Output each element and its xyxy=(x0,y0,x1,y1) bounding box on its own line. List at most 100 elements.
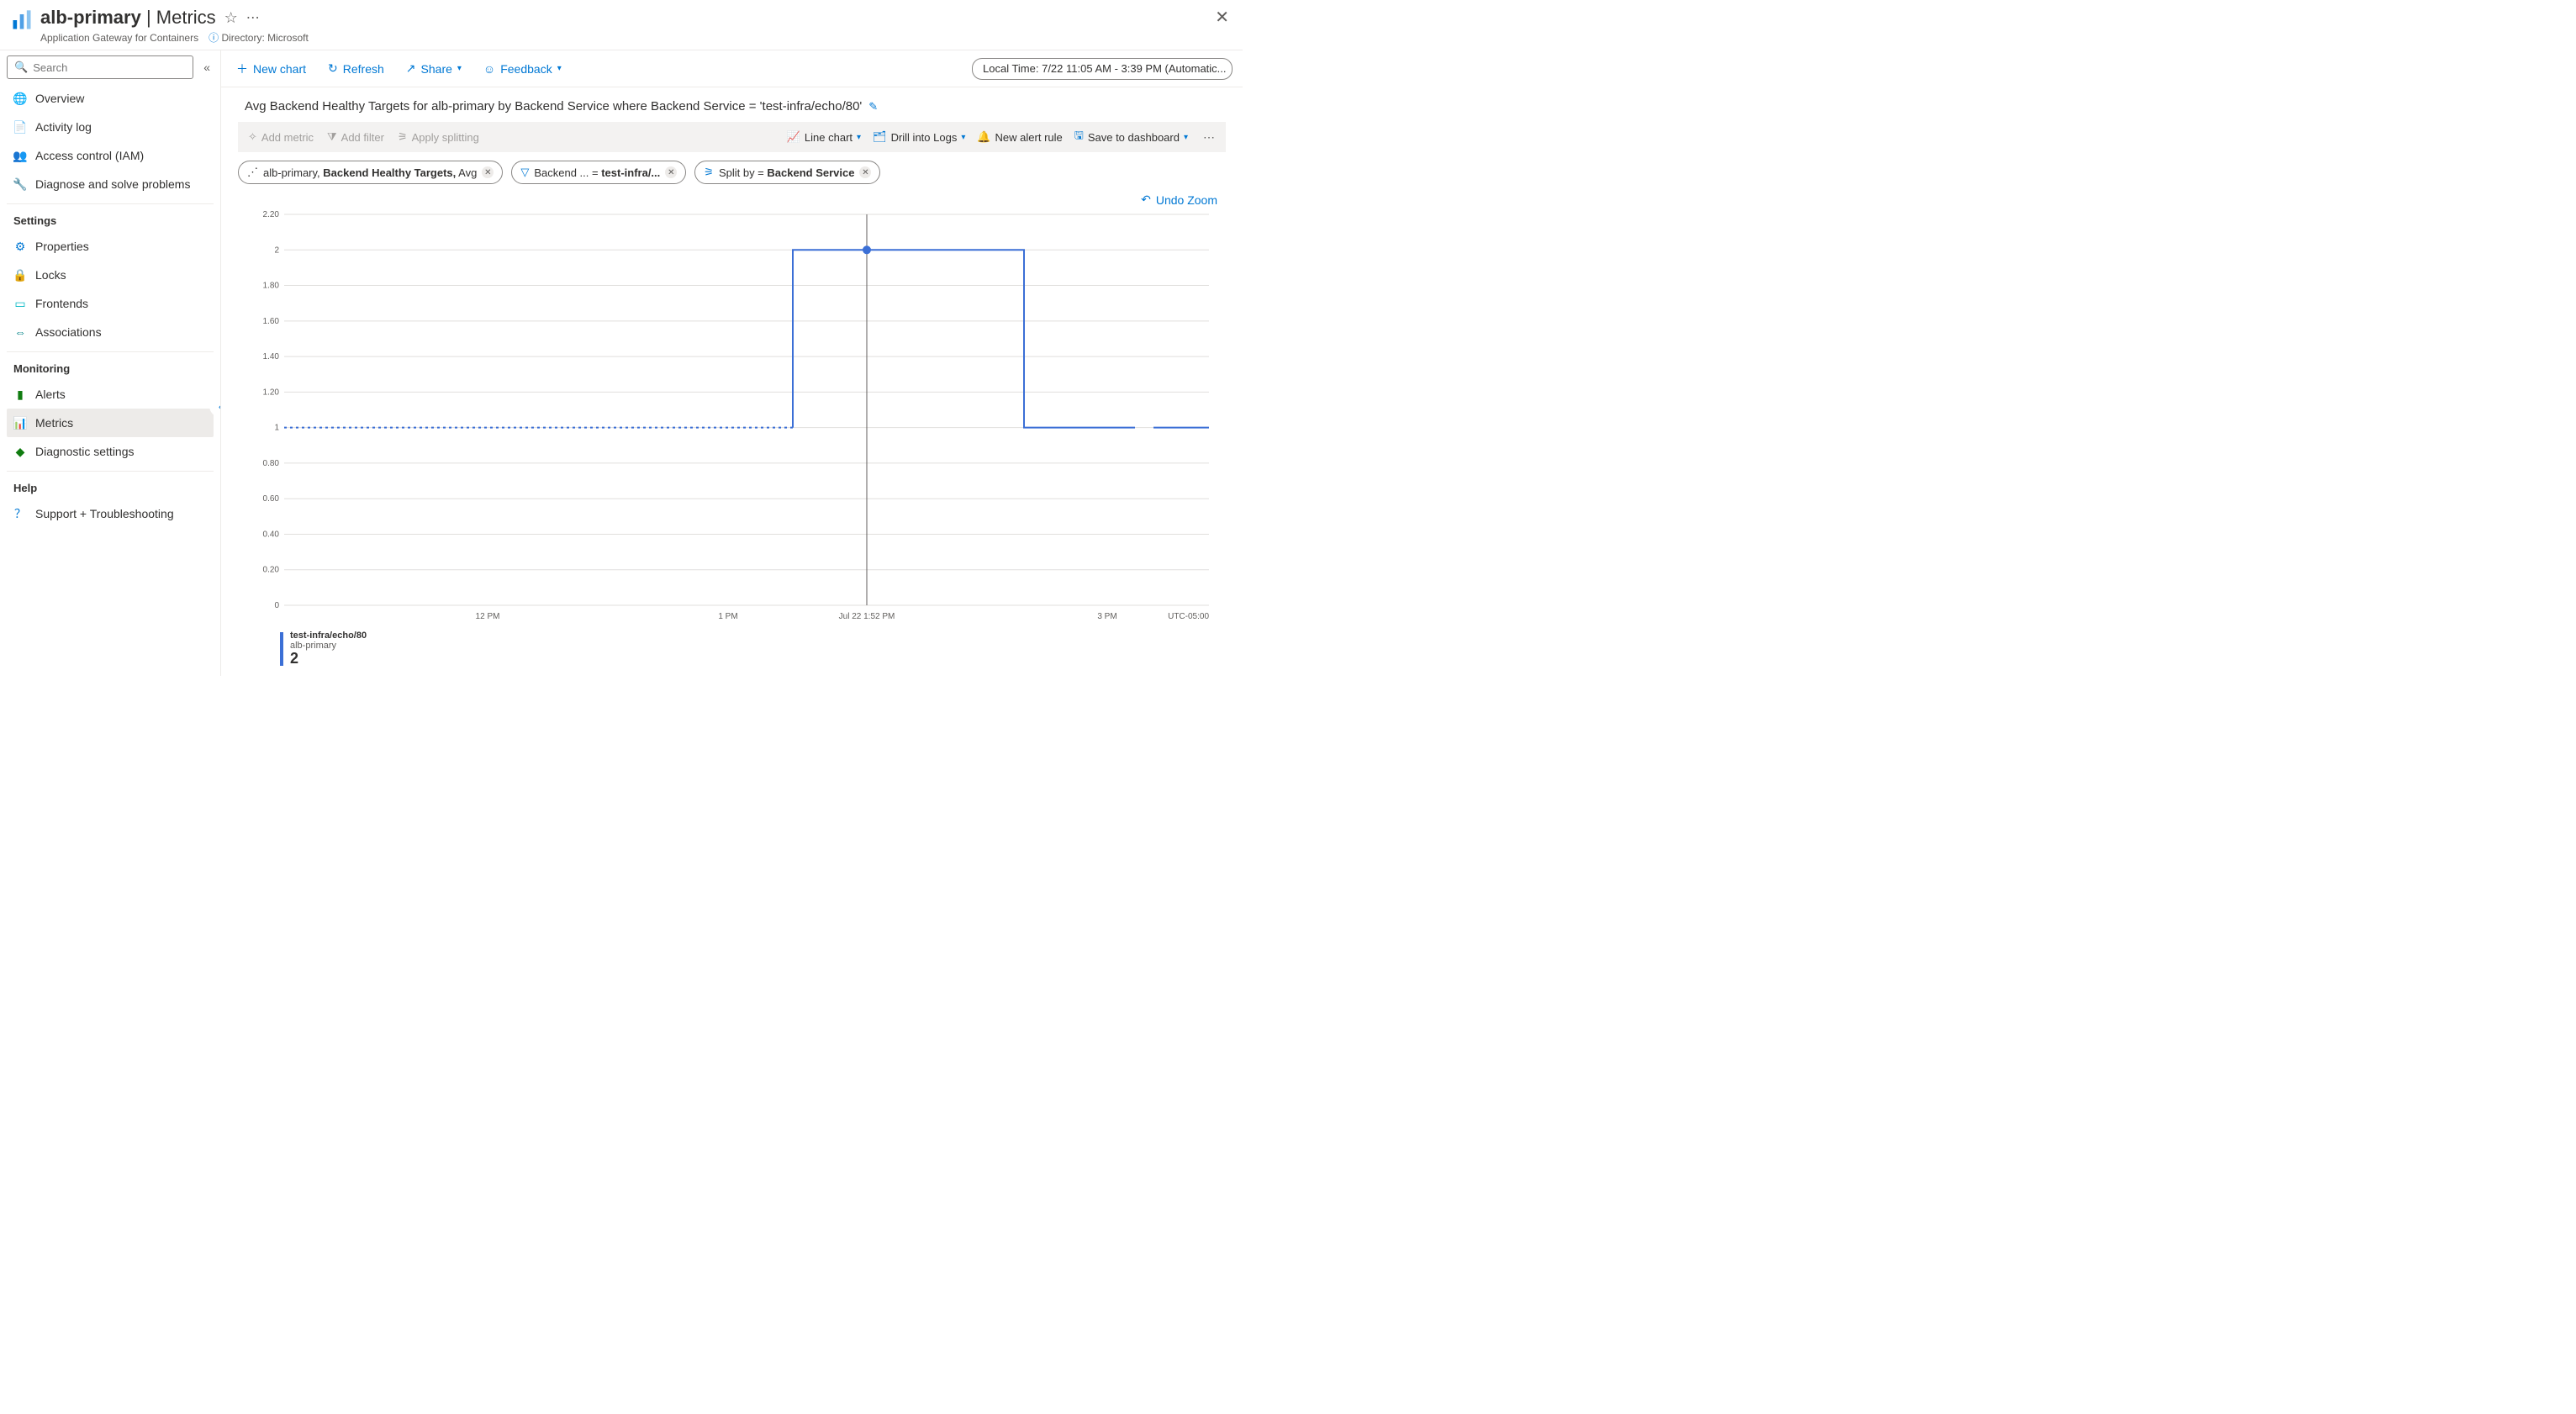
chevron-down-icon: ▾ xyxy=(961,133,965,142)
filter-pill[interactable]: ▽ Backend ... = test-infra/... ✕ xyxy=(511,161,686,184)
chart-more-icon[interactable]: ⋯ xyxy=(1200,130,1219,145)
drill-logs-button[interactable]: 🗂Drill into Logs▾ xyxy=(873,130,965,144)
save-dashboard-button[interactable]: 🖫Save to dashboard▾ xyxy=(1074,128,1188,146)
resource-type-label: Application Gateway for Containers xyxy=(40,32,198,44)
edit-title-icon[interactable]: ✎ xyxy=(868,100,878,113)
split-icon: ⚞ xyxy=(398,130,408,144)
sidebar-item-properties[interactable]: ⚙ Properties xyxy=(7,232,214,261)
metrics-icon: 📊 xyxy=(13,416,27,430)
directory-label: Directory: Microsoft xyxy=(221,32,308,44)
svg-text:0.80: 0.80 xyxy=(263,459,280,468)
pill-text: Backend ... = test-infra/... xyxy=(534,166,660,179)
chart-legend: test-infra/echo/80 alb-primary 2 xyxy=(246,624,1217,667)
undo-zoom-button[interactable]: ↶Undo Zoom xyxy=(1141,193,1217,207)
svg-text:1.60: 1.60 xyxy=(263,317,280,326)
pill-text: Split by = Backend Service xyxy=(719,166,855,179)
logs-icon: 🗂 xyxy=(873,130,887,144)
plus-icon: ＋ xyxy=(236,61,248,77)
sidebar-item-overview[interactable]: 🌐Overview xyxy=(7,84,214,113)
sidebar-item-iam[interactable]: 👥 Access control (IAM) xyxy=(7,141,214,170)
chart-type-button[interactable]: 📈Line chart▾ xyxy=(787,130,861,144)
page-header: alb-primary | Metrics ☆ ⋯ Application Ga… xyxy=(0,0,1243,50)
sidebar-item-support[interactable]: ？ Support + Troubleshooting xyxy=(7,499,214,528)
sidebar-section-settings: Settings xyxy=(7,203,214,232)
legend-color-bar xyxy=(280,632,283,666)
add-metric-button[interactable]: ✧Add metric xyxy=(245,130,317,144)
new-chart-button[interactable]: ＋New chart xyxy=(231,55,311,82)
favorite-star-icon[interactable]: ☆ xyxy=(224,9,238,27)
diag-icon: ◆ xyxy=(13,445,27,458)
chevron-down-icon: ▾ xyxy=(857,133,861,142)
sidebar-item-metrics[interactable]: 📊 Metrics xyxy=(7,409,214,437)
sidebar-item-label: Alerts xyxy=(35,388,66,401)
alert-icon: 🔔 xyxy=(977,130,990,144)
globe-icon: 🌐 xyxy=(13,92,27,105)
frontends-icon: ▭ xyxy=(13,297,27,310)
sidebar-item-label: Diagnostic settings xyxy=(35,445,135,458)
svg-text:1 PM: 1 PM xyxy=(718,612,737,621)
props-icon: ⚙ xyxy=(13,240,27,253)
sidebar-item-label: Frontends xyxy=(35,297,88,310)
svg-text:1.40: 1.40 xyxy=(263,352,280,361)
split-pill[interactable]: ⚞ Split by = Backend Service ✕ xyxy=(694,161,880,184)
svg-text:1.20: 1.20 xyxy=(263,388,280,397)
sidebar-item-frontends[interactable]: ▭ Frontends xyxy=(7,289,214,318)
svg-text:Jul 22 1:52 PM: Jul 22 1:52 PM xyxy=(839,612,895,621)
svg-text:12 PM: 12 PM xyxy=(476,612,500,621)
feedback-button[interactable]: ☺Feedback▾ xyxy=(478,55,567,82)
sidebar-item-diagnose[interactable]: 🔧Diagnose and solve problems xyxy=(7,170,214,198)
legend-value: 2 xyxy=(290,651,367,667)
save-icon: 🖫 xyxy=(1074,128,1084,146)
svg-text:0.60: 0.60 xyxy=(263,494,280,504)
time-range-picker[interactable]: Local Time: 7/22 11:05 AM - 3:39 PM (Aut… xyxy=(972,58,1233,80)
sidebar-item-label: Activity log xyxy=(35,120,92,134)
sidebar-item-label: Support + Troubleshooting xyxy=(35,507,174,520)
sidebar-item-associations[interactable]: ⇔ Associations xyxy=(7,318,214,346)
sidebar-item-label: Associations xyxy=(35,325,102,339)
sidebar-item-activity-log[interactable]: 📄Activity log xyxy=(7,113,214,141)
close-icon[interactable]: ✕ xyxy=(1215,7,1229,28)
refresh-icon: ↻ xyxy=(328,61,338,76)
sidebar-item-label: Diagnose and solve problems xyxy=(35,177,190,191)
sidebar: 🔍 « 🌐Overview 📄Activity log 👥 Access cont… xyxy=(0,50,221,676)
legend-resource: alb-primary xyxy=(290,641,367,651)
info-icon: ⓘ xyxy=(209,32,219,44)
alerts-icon: ▮ xyxy=(13,388,27,401)
new-alert-button[interactable]: 🔔New alert rule xyxy=(977,130,1062,144)
iam-icon: 👥 xyxy=(13,149,27,162)
chart-title: Avg Backend Healthy Targets for alb-prim… xyxy=(245,99,862,113)
sidebar-item-label: Access control (IAM) xyxy=(35,149,144,162)
svg-text:0.20: 0.20 xyxy=(263,566,280,575)
sidebar-section-monitoring: Monitoring xyxy=(7,351,214,380)
add-filter-button[interactable]: ⧩Add filter xyxy=(324,130,388,144)
metrics-toolbar: ＋New chart ↻Refresh ↗Share▾ ☺Feedback▾ L… xyxy=(221,50,1243,87)
assoc-icon: ⇔ xyxy=(13,325,27,339)
remove-pill-icon[interactable]: ✕ xyxy=(482,166,494,178)
collapse-sidebar-icon[interactable]: « xyxy=(200,59,214,76)
chart-toolbar: ✧Add metric ⧩Add filter ⚞Apply splitting… xyxy=(238,122,1226,152)
sidebar-item-label: Metrics xyxy=(35,416,73,430)
refresh-button[interactable]: ↻Refresh xyxy=(323,55,389,82)
header-more-icon[interactable]: ⋯ xyxy=(246,9,261,26)
svg-text:2.20: 2.20 xyxy=(263,210,280,219)
filter-icon: ⧩ xyxy=(327,130,337,144)
svg-text:3 PM: 3 PM xyxy=(1097,612,1116,621)
sidebar-item-locks[interactable]: 🔒Locks xyxy=(7,261,214,289)
sidebar-item-alerts[interactable]: ▮ Alerts xyxy=(7,380,214,409)
share-button[interactable]: ↗Share▾ xyxy=(401,55,467,82)
remove-pill-icon[interactable]: ✕ xyxy=(859,166,871,178)
remove-pill-icon[interactable]: ✕ xyxy=(665,166,677,178)
metric-pill[interactable]: ⋰ alb-primary, Backend Healthy Targets, … xyxy=(238,161,503,184)
apply-splitting-button[interactable]: ⚞Apply splitting xyxy=(394,130,483,144)
search-input[interactable]: 🔍 xyxy=(7,55,193,79)
svg-text:1: 1 xyxy=(274,424,279,433)
metrics-chart[interactable]: 2.2021.801.601.401.2010.800.600.400.2001… xyxy=(246,210,1217,624)
sidebar-item-label: Properties xyxy=(35,240,89,253)
svg-text:0: 0 xyxy=(274,601,279,610)
split-icon: ⚞ xyxy=(704,166,714,179)
sidebar-item-diagnostic[interactable]: ◆ Diagnostic settings xyxy=(7,437,214,466)
chevron-down-icon: ▾ xyxy=(557,64,562,73)
help-icon: ？ xyxy=(13,507,27,520)
svg-text:0.40: 0.40 xyxy=(263,530,280,539)
filter-icon: ▽ xyxy=(520,166,529,179)
